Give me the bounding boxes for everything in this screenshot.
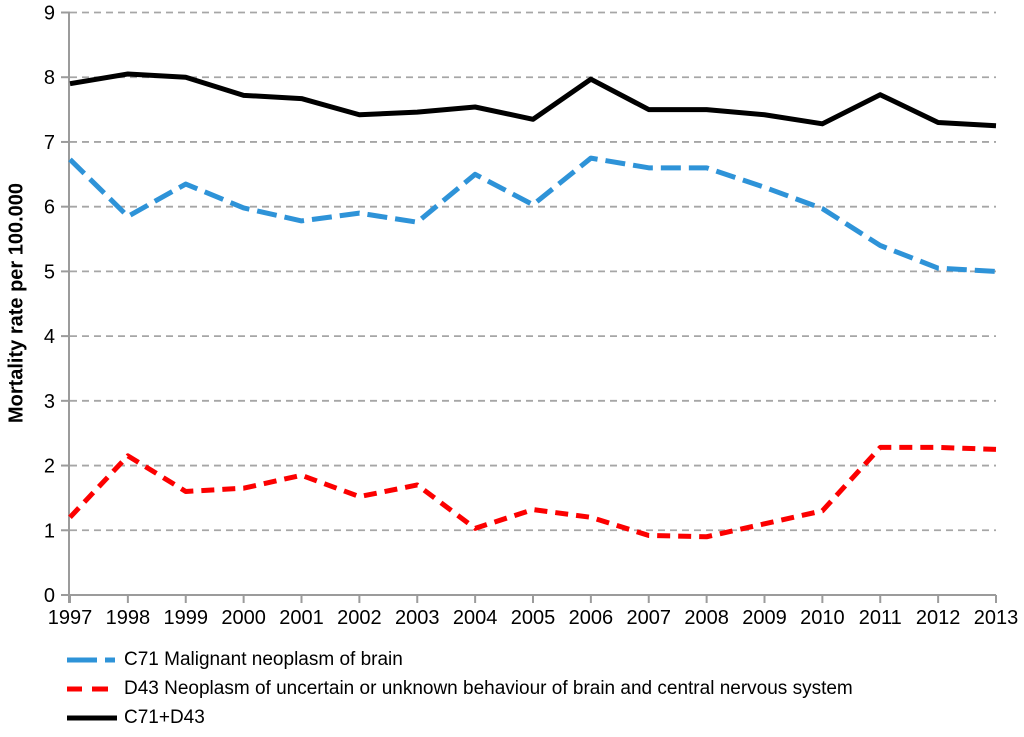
c71-line-marker bbox=[67, 657, 117, 663]
x-tick-label: 2006 bbox=[569, 607, 614, 629]
d43-line-marker bbox=[67, 686, 117, 692]
legend-label-c71-d43: C71+D43 bbox=[124, 707, 205, 728]
y-tick-label: 4 bbox=[44, 326, 55, 348]
x-tick-label: 2008 bbox=[684, 607, 729, 629]
x-tick-label: 2001 bbox=[279, 607, 324, 629]
x-tick-label: 2002 bbox=[337, 607, 382, 629]
x-tick-label: 2004 bbox=[453, 607, 498, 629]
y-tick-label: 3 bbox=[44, 391, 55, 413]
y-tick-label: 9 bbox=[44, 3, 55, 25]
legend-label-d43: D43 Neoplasm of uncertain or unknown beh… bbox=[124, 678, 853, 699]
x-tick-label: 1999 bbox=[164, 607, 209, 629]
x-tick-label: 2011 bbox=[859, 607, 902, 629]
legend-item-c71: C71 Malignant neoplasm of brain bbox=[66, 649, 853, 671]
c71-d43-line-marker bbox=[67, 715, 117, 721]
y-tick-label: 8 bbox=[44, 67, 55, 89]
y-tick-label: 7 bbox=[44, 132, 55, 154]
legend-label-c71: C71 Malignant neoplasm of brain bbox=[124, 649, 403, 670]
series-line-1 bbox=[68, 444, 997, 540]
x-tick-label: 2012 bbox=[916, 607, 961, 629]
x-tick-label: 2009 bbox=[742, 607, 787, 629]
x-tick-label: 2000 bbox=[221, 607, 266, 629]
x-tick-label: 2010 bbox=[800, 607, 845, 629]
series-line-2 bbox=[69, 71, 997, 129]
y-tick-label: 0 bbox=[44, 585, 55, 607]
y-tick-label: 6 bbox=[44, 197, 55, 219]
x-tick-label: 1998 bbox=[106, 607, 151, 629]
y-tick-label: 5 bbox=[44, 261, 55, 283]
legend-item-d43: D43 Neoplasm of uncertain or unknown beh… bbox=[66, 678, 853, 700]
x-tick-label: 2003 bbox=[395, 607, 440, 629]
legend-item-c71-d43: C71+D43 bbox=[66, 707, 853, 729]
y-axis-title: Mortality rate per 100.000 bbox=[5, 182, 28, 424]
x-tick-label: 2005 bbox=[511, 607, 556, 629]
y-tick-label: 2 bbox=[44, 456, 55, 478]
x-tick-label: 2007 bbox=[627, 607, 672, 629]
series-line-0 bbox=[68, 155, 997, 274]
legend: C71 Malignant neoplasm of brain D43 Neop… bbox=[66, 649, 853, 729]
x-tick-label: 2013 bbox=[974, 607, 1019, 629]
x-tick-label: 1997 bbox=[48, 607, 93, 629]
y-tick-label: 1 bbox=[44, 520, 55, 542]
